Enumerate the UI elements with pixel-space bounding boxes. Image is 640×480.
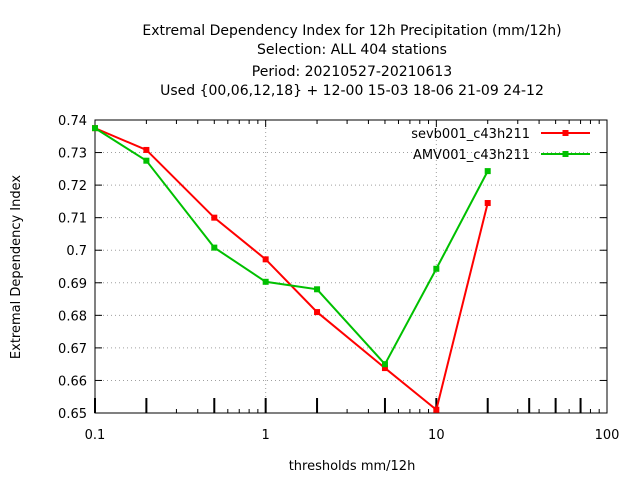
data-point <box>211 244 218 251</box>
y-tick-label: 0.68 <box>58 309 87 324</box>
y-tick-label: 0.67 <box>58 342 87 357</box>
y-tick-label: 0.72 <box>58 179 87 194</box>
x-tick-label: 10 <box>428 428 445 443</box>
data-point <box>262 278 269 285</box>
y-tick-label: 0.74 <box>58 114 87 129</box>
data-point <box>381 361 388 368</box>
y-tick-label: 0.73 <box>58 147 87 162</box>
x-tick-label: 0.1 <box>85 428 106 443</box>
y-tick-label: 0.66 <box>58 374 87 389</box>
series-1 <box>92 125 491 368</box>
x-tick-label: 100 <box>595 428 620 443</box>
data-point <box>143 146 150 153</box>
data-point <box>314 286 321 293</box>
y-axis-label: Extremal Dependency Index <box>9 175 24 359</box>
axes: 0.65 0.66 0.67 0.68 0.69 0.7 0.71 0.72 0.73 0.74 0… <box>58 114 619 443</box>
data-point <box>484 200 491 207</box>
title-line-1: Extremal Dependency Index for 12h Precip… <box>142 23 561 39</box>
y-tick-label: 0.69 <box>58 277 87 292</box>
x-tick-label: 1 <box>262 428 270 443</box>
legend-label: sevb001_c43h211 <box>411 127 530 142</box>
data-point <box>484 168 491 175</box>
data-point <box>262 256 269 263</box>
legend-swatch-marker <box>562 151 569 157</box>
series-group <box>92 125 491 413</box>
y-tick-label: 0.71 <box>58 212 87 227</box>
title-line-2: Selection: ALL 404 stations <box>257 42 447 58</box>
legend-label: AMV001_c43h211 <box>413 148 530 163</box>
legend: sevb001_c43h211 AMV001_c43h211 <box>411 127 590 163</box>
data-point <box>143 157 150 164</box>
data-point <box>314 309 321 316</box>
plot-frame <box>94 119 608 414</box>
chart-title: Extremal Dependency Index for 12h Precip… <box>142 23 561 99</box>
x-axis-label: thresholds mm/12h <box>289 459 416 474</box>
series-line <box>94 127 489 366</box>
y-tick-label: 0.7 <box>66 244 87 259</box>
title-line-3: Period: 20210527-20210613 <box>252 64 452 80</box>
data-point <box>92 125 98 132</box>
grid-lines <box>95 120 607 413</box>
data-point <box>381 365 388 372</box>
data-point <box>433 406 440 413</box>
title-line-4: Used {00,06,12,18} + 12-00 15-03 18-06 2… <box>160 83 544 99</box>
legend-swatch-marker <box>562 130 569 136</box>
data-point <box>211 214 218 221</box>
y-tick-label: 0.65 <box>58 407 87 422</box>
sample-threshold-ticks <box>94 398 582 413</box>
data-point <box>433 265 440 272</box>
